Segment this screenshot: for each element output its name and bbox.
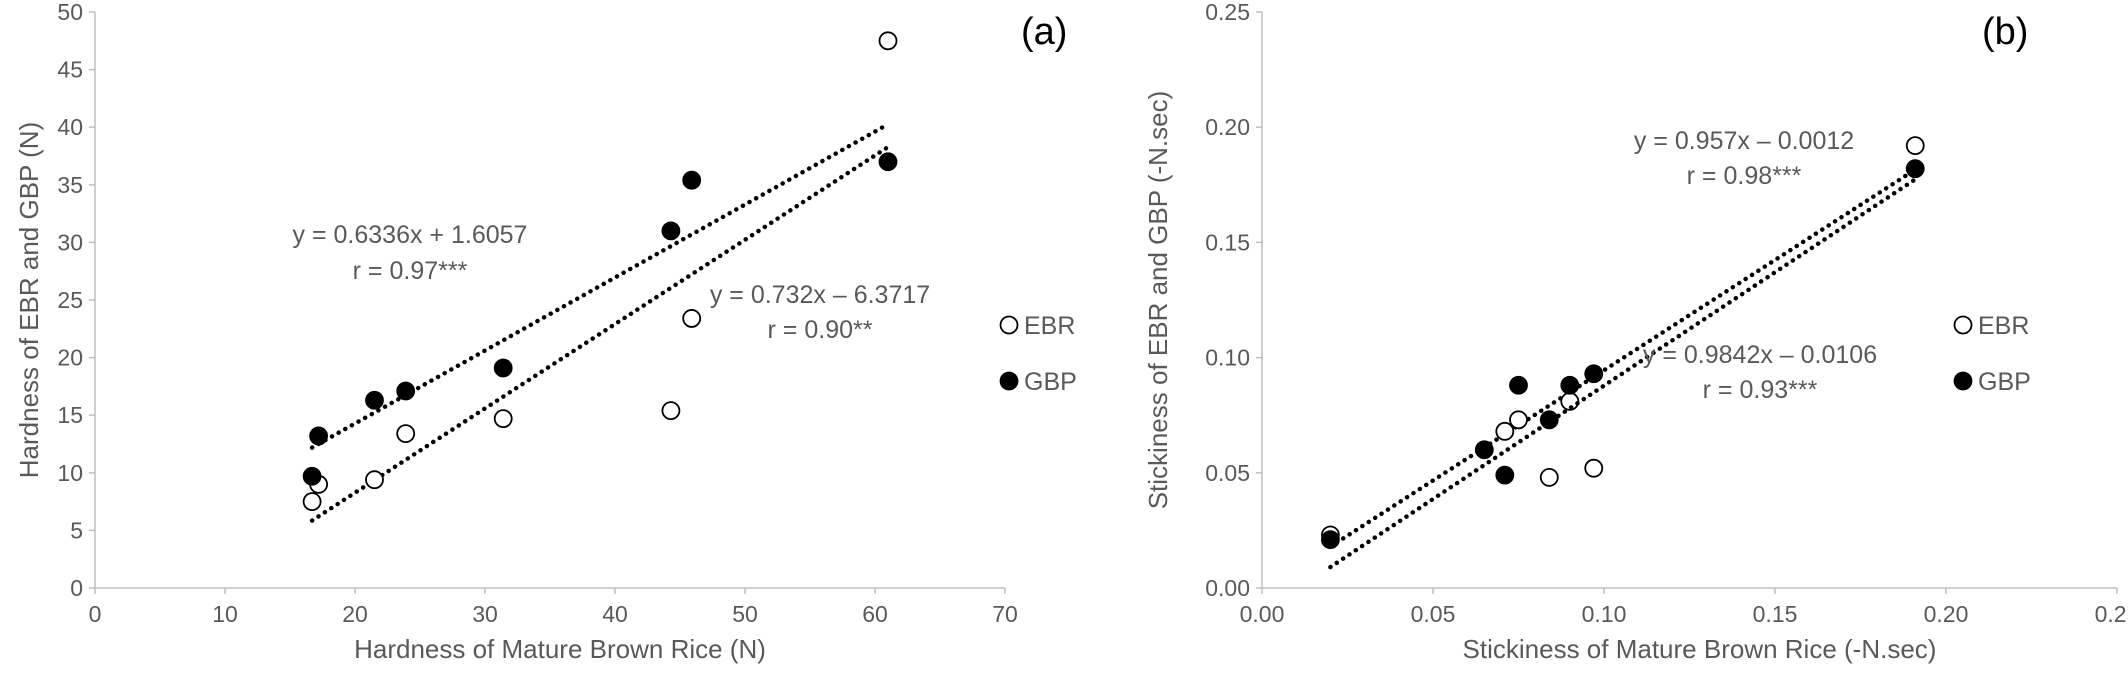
y-axis-title: Hardness of EBR and GBP (N) <box>14 122 44 478</box>
x-axis-title: Hardness of Mature Brown Rice (N) <box>354 634 766 664</box>
panel-label: (b) <box>1982 11 2028 53</box>
data-point-gbp <box>1905 159 1925 179</box>
correlation-coefficient: r = 0.90** <box>768 316 873 344</box>
data-point-ebr <box>661 401 681 420</box>
data-point-ebr <box>302 492 322 512</box>
y-tick-label: 0.00 <box>1205 575 1250 601</box>
regression-equation: y = 0.6336x + 1.6057 <box>293 221 528 249</box>
data-point-gbp <box>682 170 702 190</box>
data-point-gbp <box>365 390 384 410</box>
x-tick-label: 0.15 <box>1753 601 1798 627</box>
data-point-gbp <box>1539 410 1559 430</box>
data-point-ebr <box>682 309 702 328</box>
x-axis-title: Stickiness of Mature Brown Rice (-N.sec) <box>1463 634 1937 664</box>
data-point-gbp <box>302 466 322 486</box>
x-tick-label: 10 <box>212 601 238 627</box>
panel-label: (a) <box>1021 11 1067 53</box>
legend-label-ebr: EBR <box>1978 312 2029 340</box>
data-point-gbp <box>661 221 681 241</box>
x-tick-label: 40 <box>602 601 628 627</box>
y-tick-label: 0.05 <box>1205 460 1250 486</box>
data-point-gbp <box>1509 375 1528 395</box>
x-tick-label: 0.25 <box>2095 601 2128 627</box>
y-tick-label: 5 <box>70 517 83 543</box>
x-tick-label: 30 <box>472 601 498 627</box>
y-tick-label: 25 <box>57 287 83 313</box>
y-tick-label: 50 <box>57 0 83 25</box>
y-tick-label: 35 <box>57 172 83 198</box>
data-point-gbp <box>1321 530 1340 550</box>
correlation-coefficient: r = 0.98*** <box>1687 162 1802 190</box>
y-tick-label: 0.20 <box>1205 114 1250 140</box>
data-point-gbp <box>1474 440 1494 460</box>
legend-marker-gbp <box>999 371 1019 391</box>
y-tick-label: 30 <box>57 229 83 255</box>
y-axis-title: Stickiness of EBR and GBP (-N.sec) <box>1143 91 1173 510</box>
correlation-coefficient: r = 0.93*** <box>1703 376 1818 404</box>
data-point-ebr <box>1584 458 1604 478</box>
x-tick-label: 0 <box>89 601 102 627</box>
data-point-gbp <box>1495 465 1515 485</box>
trendline-gbp <box>1328 177 1918 570</box>
data-point-gbp <box>1560 375 1580 395</box>
data-point-ebr <box>1539 468 1559 487</box>
y-tick-label: 45 <box>57 57 83 83</box>
data-point-gbp <box>309 426 329 446</box>
legend-label-gbp: GBP <box>1024 368 1077 396</box>
x-tick-label: 0.00 <box>1240 601 1285 627</box>
x-tick-label: 0.20 <box>1924 601 1969 627</box>
data-point-gbp <box>878 152 898 172</box>
data-point-ebr <box>396 424 416 444</box>
data-point-gbp <box>493 358 513 378</box>
data-point-ebr <box>878 31 898 51</box>
y-tick-label: 0 <box>70 575 83 601</box>
legend-marker-ebr <box>999 315 1019 335</box>
trendline-ebr <box>309 144 891 523</box>
legend-label-ebr: EBR <box>1024 312 1075 340</box>
y-tick-label: 20 <box>57 345 83 371</box>
x-tick-label: 0.10 <box>1582 601 1627 627</box>
legend-marker-ebr <box>1953 315 1973 335</box>
chart-panel-b: 0.00 0.05 0.10 0.15 0.20 0.25 0.00 0.05 0.10 0.15… <box>1143 0 2128 664</box>
x-tick-label: 70 <box>992 601 1018 627</box>
data-point-ebr <box>1905 136 1925 156</box>
x-tick-label: 60 <box>862 601 888 627</box>
data-point-gbp <box>396 381 416 401</box>
regression-equation: y = 0.732x – 6.3717 <box>710 281 930 309</box>
legend-label-gbp: GBP <box>1978 368 2031 396</box>
regression-equation: y = 0.9842x – 0.0106 <box>1643 341 1877 369</box>
y-tick-label: 10 <box>57 460 83 486</box>
y-tick-label: 40 <box>57 114 83 140</box>
data-point-gbp <box>1584 364 1604 384</box>
data-point-ebr <box>1495 421 1515 441</box>
chart-panel-a: 0 5 10 15 20 25 30 35 40 45 50 0 10 20 30 40 50 60 70 Hardn… <box>14 0 1077 664</box>
data-point-ebr <box>1509 410 1528 430</box>
correlation-coefficient: r = 0.97*** <box>353 257 468 285</box>
x-tick-label: 0.05 <box>1411 601 1456 627</box>
legend-marker-gbp <box>1953 371 1973 391</box>
x-tick-label: 20 <box>342 601 368 627</box>
data-point-ebr <box>365 470 384 490</box>
regression-equation: y = 0.957x – 0.0012 <box>1634 127 1854 155</box>
data-point-ebr <box>493 409 513 429</box>
x-tick-label: 50 <box>732 601 758 627</box>
y-tick-label: 0.15 <box>1205 229 1250 255</box>
y-tick-label: 0.10 <box>1205 345 1250 371</box>
y-tick-label: 15 <box>57 402 83 428</box>
y-tick-label: 0.25 <box>1205 0 1250 25</box>
trendline-ebr <box>1328 167 1918 549</box>
